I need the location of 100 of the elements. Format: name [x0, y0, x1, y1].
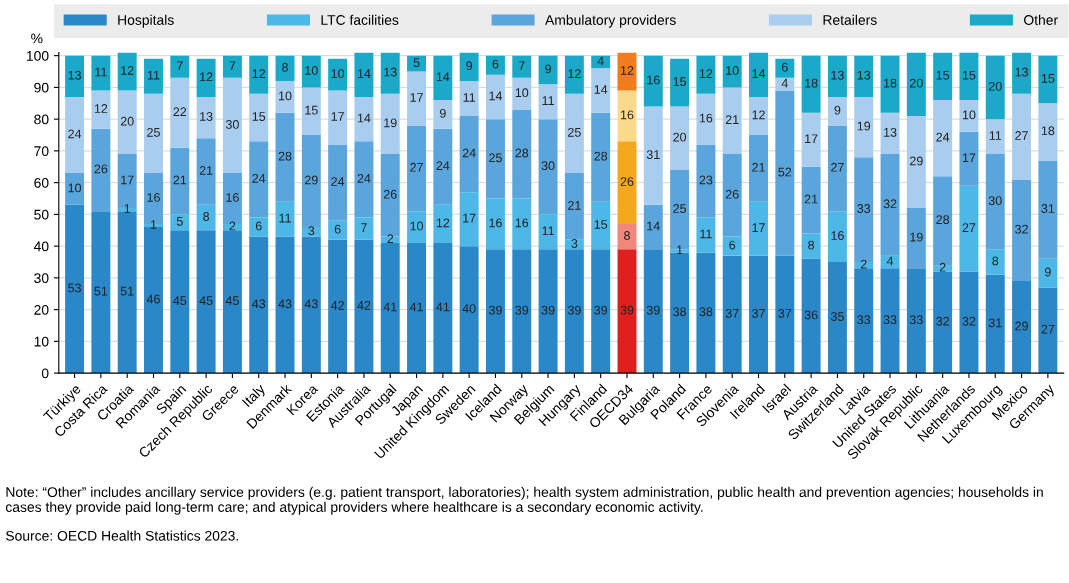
- bar: [144, 227, 163, 374]
- data-label: 45: [173, 296, 187, 306]
- bar: [65, 96, 85, 174]
- bar: [801, 112, 821, 167]
- data-label: 51: [94, 286, 108, 296]
- bar: [880, 154, 900, 256]
- data-label: 14: [436, 72, 450, 82]
- bar: [985, 55, 1005, 120]
- data-label: 28: [515, 148, 529, 158]
- data-label: 38: [673, 307, 687, 317]
- bar: [222, 55, 242, 78]
- bar: [670, 252, 690, 374]
- data-label: 14: [752, 69, 766, 78]
- data-label: 14: [357, 113, 371, 123]
- data-label: 29: [1015, 321, 1028, 331]
- bar: [459, 115, 479, 193]
- bar: [591, 112, 611, 202]
- data-label: 30: [988, 196, 1002, 206]
- data-label: 17: [962, 153, 976, 163]
- data-label: 15: [594, 220, 608, 229]
- bar: [854, 96, 874, 158]
- legend-label: Other: [1024, 14, 1058, 25]
- data-label: 8: [282, 62, 288, 72]
- data-label: 5: [176, 216, 183, 226]
- data-label: 14: [594, 85, 608, 94]
- bar: [933, 52, 953, 101]
- bar: [775, 90, 795, 256]
- data-label: 7: [176, 61, 183, 70]
- bar: [301, 236, 321, 374]
- data-label: 3: [308, 226, 315, 236]
- data-label: 13: [1015, 67, 1028, 77]
- bar: [985, 274, 1005, 374]
- bar: [959, 52, 979, 101]
- bar: [722, 255, 742, 374]
- data-label: 10: [331, 69, 345, 79]
- data-label: 11: [542, 96, 554, 105]
- bar: [196, 204, 216, 231]
- bar: [485, 119, 505, 199]
- data-label: 25: [147, 127, 160, 137]
- data-label: 8: [992, 256, 999, 266]
- data-label: 45: [225, 296, 239, 306]
- data-label: 18: [805, 78, 818, 88]
- data-label: 37: [778, 308, 792, 318]
- bar: [643, 204, 663, 250]
- bar: [985, 249, 1005, 275]
- data-label: 6: [255, 221, 262, 231]
- bar: [65, 173, 85, 205]
- data-label: 32: [883, 199, 897, 209]
- bar: [1012, 93, 1032, 180]
- bar: [328, 239, 348, 374]
- bar: [249, 141, 269, 218]
- data-label: 17: [121, 175, 134, 185]
- bar: [433, 204, 453, 243]
- bar: [906, 208, 926, 269]
- data-label: 6: [334, 224, 341, 234]
- data-label: 10: [410, 221, 424, 231]
- bar: [985, 119, 1005, 155]
- data-label: 27: [1041, 324, 1055, 334]
- data-label: 13: [200, 112, 213, 121]
- bar: [775, 77, 795, 91]
- bar: [1012, 52, 1032, 94]
- bar: [959, 131, 979, 186]
- data-label: 53: [68, 283, 81, 293]
- data-label: 26: [725, 189, 739, 199]
- bar: [354, 141, 374, 218]
- bar: [301, 135, 321, 228]
- bar: [564, 55, 584, 94]
- bar: [249, 55, 269, 94]
- bar: [433, 242, 453, 374]
- data-label: 24: [68, 129, 82, 139]
- bar: [380, 242, 400, 374]
- data-label: 13: [384, 67, 397, 77]
- data-label: 4: [886, 256, 894, 266]
- data-label: 30: [541, 161, 555, 171]
- data-label: 12: [436, 218, 450, 228]
- data-label: 35: [830, 312, 844, 321]
- bar: [170, 147, 190, 215]
- bar: [512, 198, 532, 250]
- bar: [617, 141, 637, 224]
- data-label: 12: [200, 72, 213, 82]
- bar: [354, 96, 374, 142]
- data-label: 37: [725, 308, 739, 318]
- data-label: 19: [857, 121, 871, 131]
- bar: [65, 55, 85, 97]
- bar: [275, 201, 295, 237]
- data-label: 25: [673, 204, 687, 213]
- bar: [485, 74, 505, 120]
- bar: [880, 55, 900, 113]
- bar: [170, 214, 190, 231]
- data-label: 15: [962, 70, 976, 80]
- data-label: 27: [1015, 131, 1028, 140]
- data-label: 39: [515, 305, 529, 315]
- bar: [749, 96, 768, 136]
- bar: [985, 154, 1005, 250]
- data-label: 11: [463, 93, 476, 102]
- bar: [459, 81, 479, 116]
- data-label: 15: [1041, 74, 1055, 83]
- data-label: 9: [1044, 267, 1051, 277]
- bar: [959, 185, 979, 272]
- bar: [275, 112, 295, 202]
